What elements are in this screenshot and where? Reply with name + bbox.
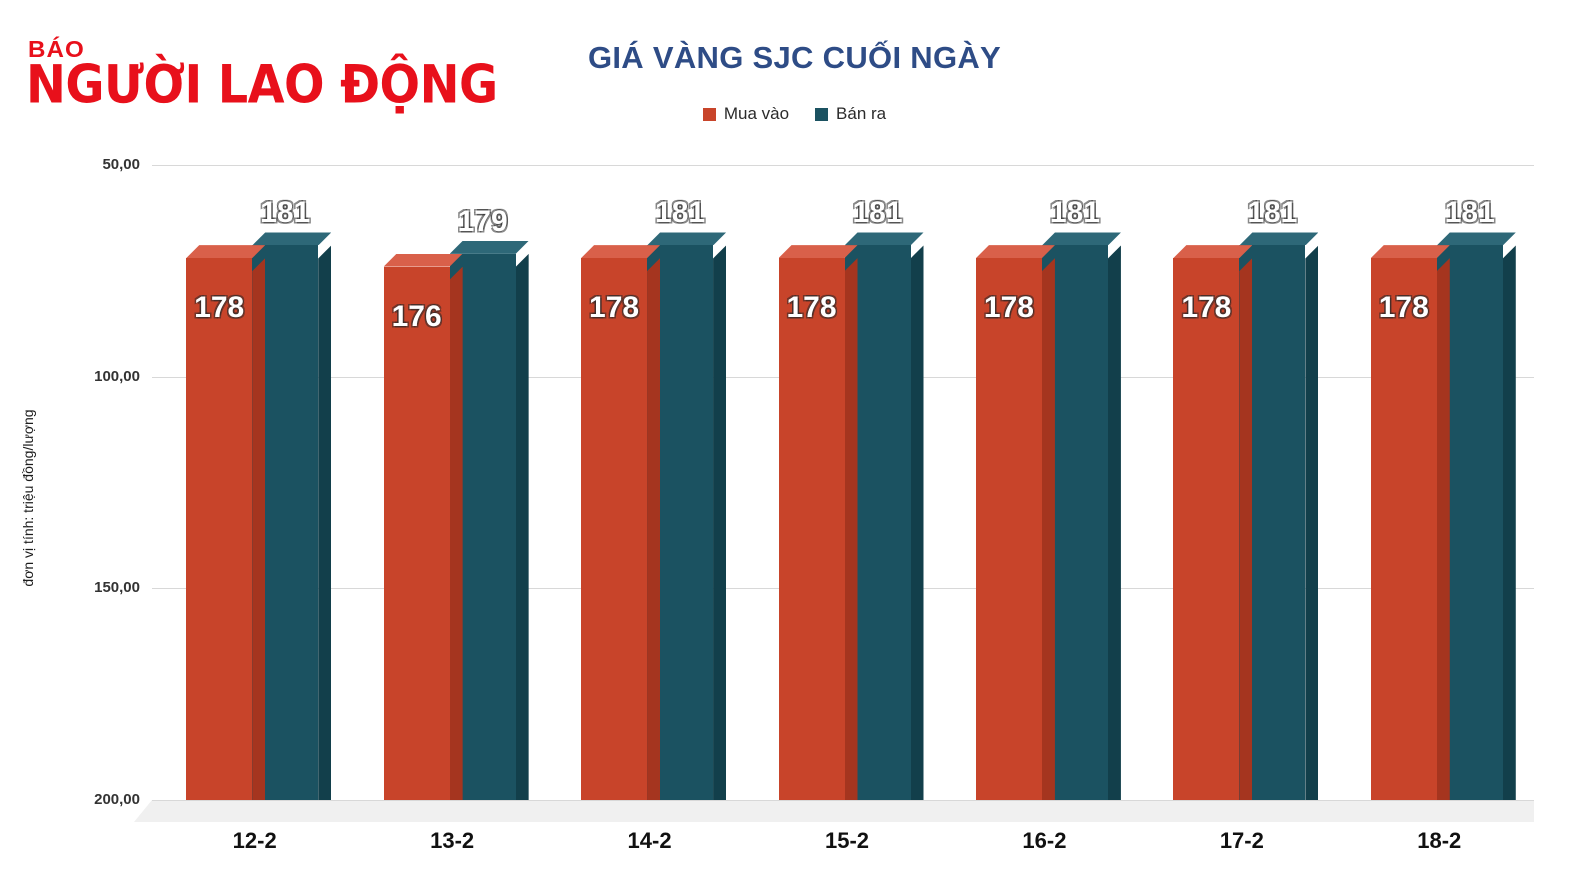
x-axis-tick-label: 14-2 [627, 828, 672, 853]
bar-top-face [252, 232, 332, 246]
y-axis-tick-label: 150,00 [94, 579, 140, 597]
bar-top-face [647, 232, 727, 246]
bar-side-face [252, 258, 266, 800]
legend-label-mua-vao: Mua vào [723, 104, 790, 123]
bar-side-face [1107, 245, 1121, 800]
chart-legend: Mua vào Bán ra [0, 104, 1589, 124]
bar-front-face [1173, 258, 1240, 800]
bar-mua-vào-13-2[interactable] [383, 253, 463, 800]
y-axis-tick-label: 50,00 [102, 156, 140, 173]
legend-item-ban-ra[interactable]: Bán ra [815, 104, 886, 124]
bar-side-face [1305, 245, 1319, 800]
bar-top-face [1041, 232, 1121, 246]
bar-mua-vào-15-2[interactable] [778, 245, 858, 800]
x-axis-tick-label: 16-2 [1022, 828, 1067, 853]
bar-front-face [1370, 258, 1437, 800]
bar-side-face [910, 245, 924, 800]
bar-side-face [1502, 245, 1516, 800]
bar-value-label: 181 [1247, 196, 1298, 230]
logo-bao-text: BÁO [28, 36, 85, 62]
x-axis-tick-label: 17-2 [1219, 828, 1264, 853]
publisher-logo: BÁO NGƯỜI LAO ĐỘNG [26, 36, 498, 114]
bar-front-face [186, 258, 253, 800]
x-axis-tick-label: 13-2 [430, 828, 475, 853]
bar-top-face [581, 245, 661, 259]
bar-top-face [186, 245, 266, 259]
y-axis-tick-label: 200,00 [94, 791, 140, 808]
legend-swatch-mua-vao [702, 107, 716, 121]
bar-side-face [647, 258, 661, 800]
bar-side-face [844, 258, 858, 800]
legend-label-ban-ra: Bán ra [836, 104, 887, 123]
bar-top-face [1173, 245, 1253, 259]
bar-mua-vào-14-2[interactable] [581, 245, 661, 800]
logo-main-text: NGƯỜI LAO ĐỘNG [26, 53, 498, 116]
bar-top-face [449, 240, 529, 254]
x-axis-tick-label: 15-2 [824, 828, 870, 853]
bar-top-face [844, 232, 924, 246]
bar-top-face [1239, 232, 1319, 246]
bar-mua-vào-12-2[interactable] [186, 245, 266, 800]
bar-value-label: 181 [1444, 196, 1495, 230]
bar-value-label: 181 [852, 196, 903, 230]
bar-side-face [713, 245, 727, 800]
bar-side-face [318, 245, 332, 800]
bar-side-face [1436, 258, 1450, 800]
bar-top-face [975, 245, 1055, 259]
chart-title: GIÁ VÀNG SJC CUỐI NGÀY [587, 40, 1002, 75]
bar-front-face [778, 258, 845, 800]
bar-top-face [778, 245, 858, 259]
bar-front-face [581, 258, 648, 800]
bar-side-face [1041, 258, 1055, 800]
bar-mua-vào-17-2[interactable] [1173, 245, 1253, 800]
legend-swatch-ban-ra [815, 107, 829, 121]
bar-value-label: 181 [260, 196, 311, 230]
y-axis-tick-label: 100,00 [94, 367, 140, 385]
bar-value-label: 181 [1049, 196, 1100, 230]
gridline [152, 165, 1534, 166]
y-axis-title: đơn vị tính: triệu đồng/lượng [20, 409, 36, 587]
bar-value-label: 181 [655, 196, 706, 230]
bar-front-face [383, 266, 450, 800]
bar-side-face [1239, 258, 1253, 800]
chart-floor-plane [134, 800, 1534, 822]
x-axis-tick-label: 12-2 [232, 828, 277, 853]
legend-item-mua-vao[interactable]: Mua vào [702, 104, 790, 124]
bar-mua-vào-18-2[interactable] [1370, 245, 1450, 800]
bar-front-face [975, 258, 1042, 800]
chart-baseline [152, 800, 1534, 801]
bar-value-label: 179 [457, 204, 508, 238]
bar-top-face [1370, 245, 1450, 259]
bar-top-face [1436, 232, 1516, 246]
bar-side-face [449, 266, 463, 800]
bar-side-face [515, 253, 529, 800]
x-axis-tick-label: 18-2 [1417, 828, 1462, 853]
bar-top-face [383, 253, 463, 267]
bar-mua-vào-16-2[interactable] [975, 245, 1055, 800]
